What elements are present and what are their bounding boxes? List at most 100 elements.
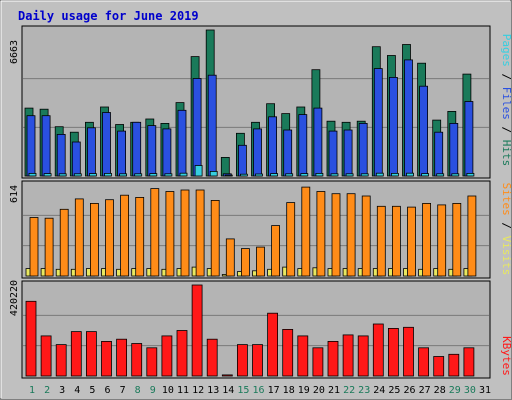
sites-bar xyxy=(256,246,265,277)
pages-bar xyxy=(375,172,384,177)
legend-hits: Hits xyxy=(500,140,512,167)
sites-bar xyxy=(165,191,175,277)
files-bar xyxy=(41,115,51,177)
pages-bar xyxy=(224,174,233,177)
x-axis-day-label: 28 xyxy=(434,385,446,396)
files-bar xyxy=(26,115,36,177)
files-bar xyxy=(117,130,126,177)
pages-bar xyxy=(421,173,430,177)
x-axis-day-label: 24 xyxy=(373,385,385,396)
files-bar xyxy=(71,141,81,177)
kbytes-bar xyxy=(342,334,354,377)
files-bar xyxy=(449,123,459,177)
kbytes-bar xyxy=(418,347,430,377)
kbytes-bar xyxy=(221,374,233,377)
files-bar xyxy=(102,112,111,177)
kbytes-bar xyxy=(357,335,369,377)
legend-files: Files xyxy=(500,87,512,120)
hits-panel-max-label: 6663 xyxy=(9,40,20,64)
chart-title: Daily usage for June 2019 xyxy=(18,9,199,23)
kbytes-bar xyxy=(70,331,82,377)
x-axis-day-label: 23 xyxy=(358,385,370,396)
legend-sites-panel-text: Sites / Visits xyxy=(500,183,512,276)
kbytes-bar xyxy=(206,338,218,377)
files-bar xyxy=(87,127,96,177)
sites-bar xyxy=(29,217,39,277)
sites-bar xyxy=(74,198,84,277)
pages-bar xyxy=(134,173,143,177)
pages-bar xyxy=(466,172,475,177)
pages-bar xyxy=(300,173,309,177)
pages-bar xyxy=(436,173,445,177)
files-bar xyxy=(464,101,474,177)
x-axis-day-label: 5 xyxy=(89,385,95,396)
x-axis-day-label: 22 xyxy=(343,385,355,396)
legend-separator: / xyxy=(500,216,512,236)
pages-bar xyxy=(270,173,279,177)
x-axis-day-label: 13 xyxy=(207,385,219,396)
files-bar xyxy=(56,133,66,177)
sites-bar xyxy=(59,208,69,277)
sites-bar xyxy=(361,195,371,277)
pages-bar xyxy=(164,173,173,177)
sites-bar xyxy=(180,189,190,277)
pages-bar xyxy=(345,173,354,177)
pages-bar xyxy=(179,172,188,177)
pages-bar xyxy=(28,172,37,177)
x-axis-day-label: 1 xyxy=(29,385,35,396)
legend-kbytes: KBytes xyxy=(500,336,512,376)
sites-bar xyxy=(467,195,477,277)
files-bar xyxy=(207,74,217,177)
kbytes-bar xyxy=(131,343,143,377)
x-axis-day-label: 25 xyxy=(388,385,400,396)
legend-separator: / xyxy=(500,120,512,140)
files-bar xyxy=(388,77,398,177)
sites-bar xyxy=(210,199,220,277)
pages-bar xyxy=(330,173,339,177)
files-bar xyxy=(328,130,338,177)
files-bar xyxy=(298,114,308,177)
sites-bar xyxy=(407,206,416,277)
kbytes-bar xyxy=(282,328,294,377)
sites-bar xyxy=(90,202,99,277)
kbytes-bar xyxy=(25,300,37,377)
legend-sites: Sites xyxy=(500,183,512,216)
x-axis-day-label: 16 xyxy=(252,385,264,396)
pages-bar xyxy=(58,173,67,177)
files-bar xyxy=(237,144,247,177)
x-axis-day-label: 12 xyxy=(192,385,204,396)
x-axis-day-labels: 1 2 3 4 5 6 7 8 9 10 11 12 13 14 15 16 17 18 19 20 21 22 23 24 2… xyxy=(29,385,491,396)
files-bar xyxy=(434,131,444,177)
files-bar xyxy=(419,85,429,177)
x-axis-day-label: 7 xyxy=(120,385,126,396)
sites-bar xyxy=(422,202,432,277)
sites-bar xyxy=(150,188,160,277)
legend-hits-panel: Pages / Files / Hits xyxy=(500,34,512,167)
sites-bar xyxy=(331,193,341,277)
x-axis-day-label: 29 xyxy=(449,385,461,396)
kbytes-bar xyxy=(116,338,127,377)
pages-bar xyxy=(239,173,248,177)
files-bar xyxy=(373,68,383,177)
sites-bar xyxy=(225,238,235,277)
x-axis-day-label: 27 xyxy=(419,385,431,396)
kbytes-bar xyxy=(327,340,339,377)
pages-bar xyxy=(315,172,324,177)
x-axis-day-label: 14 xyxy=(222,385,234,396)
pages-bar xyxy=(285,173,294,177)
kbytes-bar xyxy=(312,347,324,377)
kbytes-bar xyxy=(403,326,414,377)
kbytes-bar xyxy=(448,353,460,377)
sites-bar xyxy=(316,191,326,277)
x-axis-day-label: 19 xyxy=(298,385,310,396)
legend-kbytes-panel: KBytes xyxy=(500,336,512,376)
pages-bar xyxy=(104,172,112,177)
sites-bar xyxy=(286,202,296,277)
pages-bar xyxy=(255,173,263,177)
files-bar xyxy=(253,128,262,177)
pages-bar xyxy=(73,173,82,177)
sites-bar xyxy=(452,202,462,277)
files-bar xyxy=(162,128,172,177)
pages-bar xyxy=(119,173,127,177)
